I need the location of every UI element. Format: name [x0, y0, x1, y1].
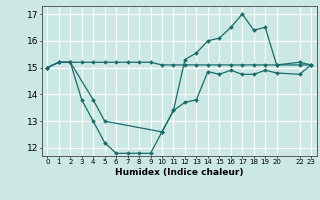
X-axis label: Humidex (Indice chaleur): Humidex (Indice chaleur)	[115, 168, 244, 177]
